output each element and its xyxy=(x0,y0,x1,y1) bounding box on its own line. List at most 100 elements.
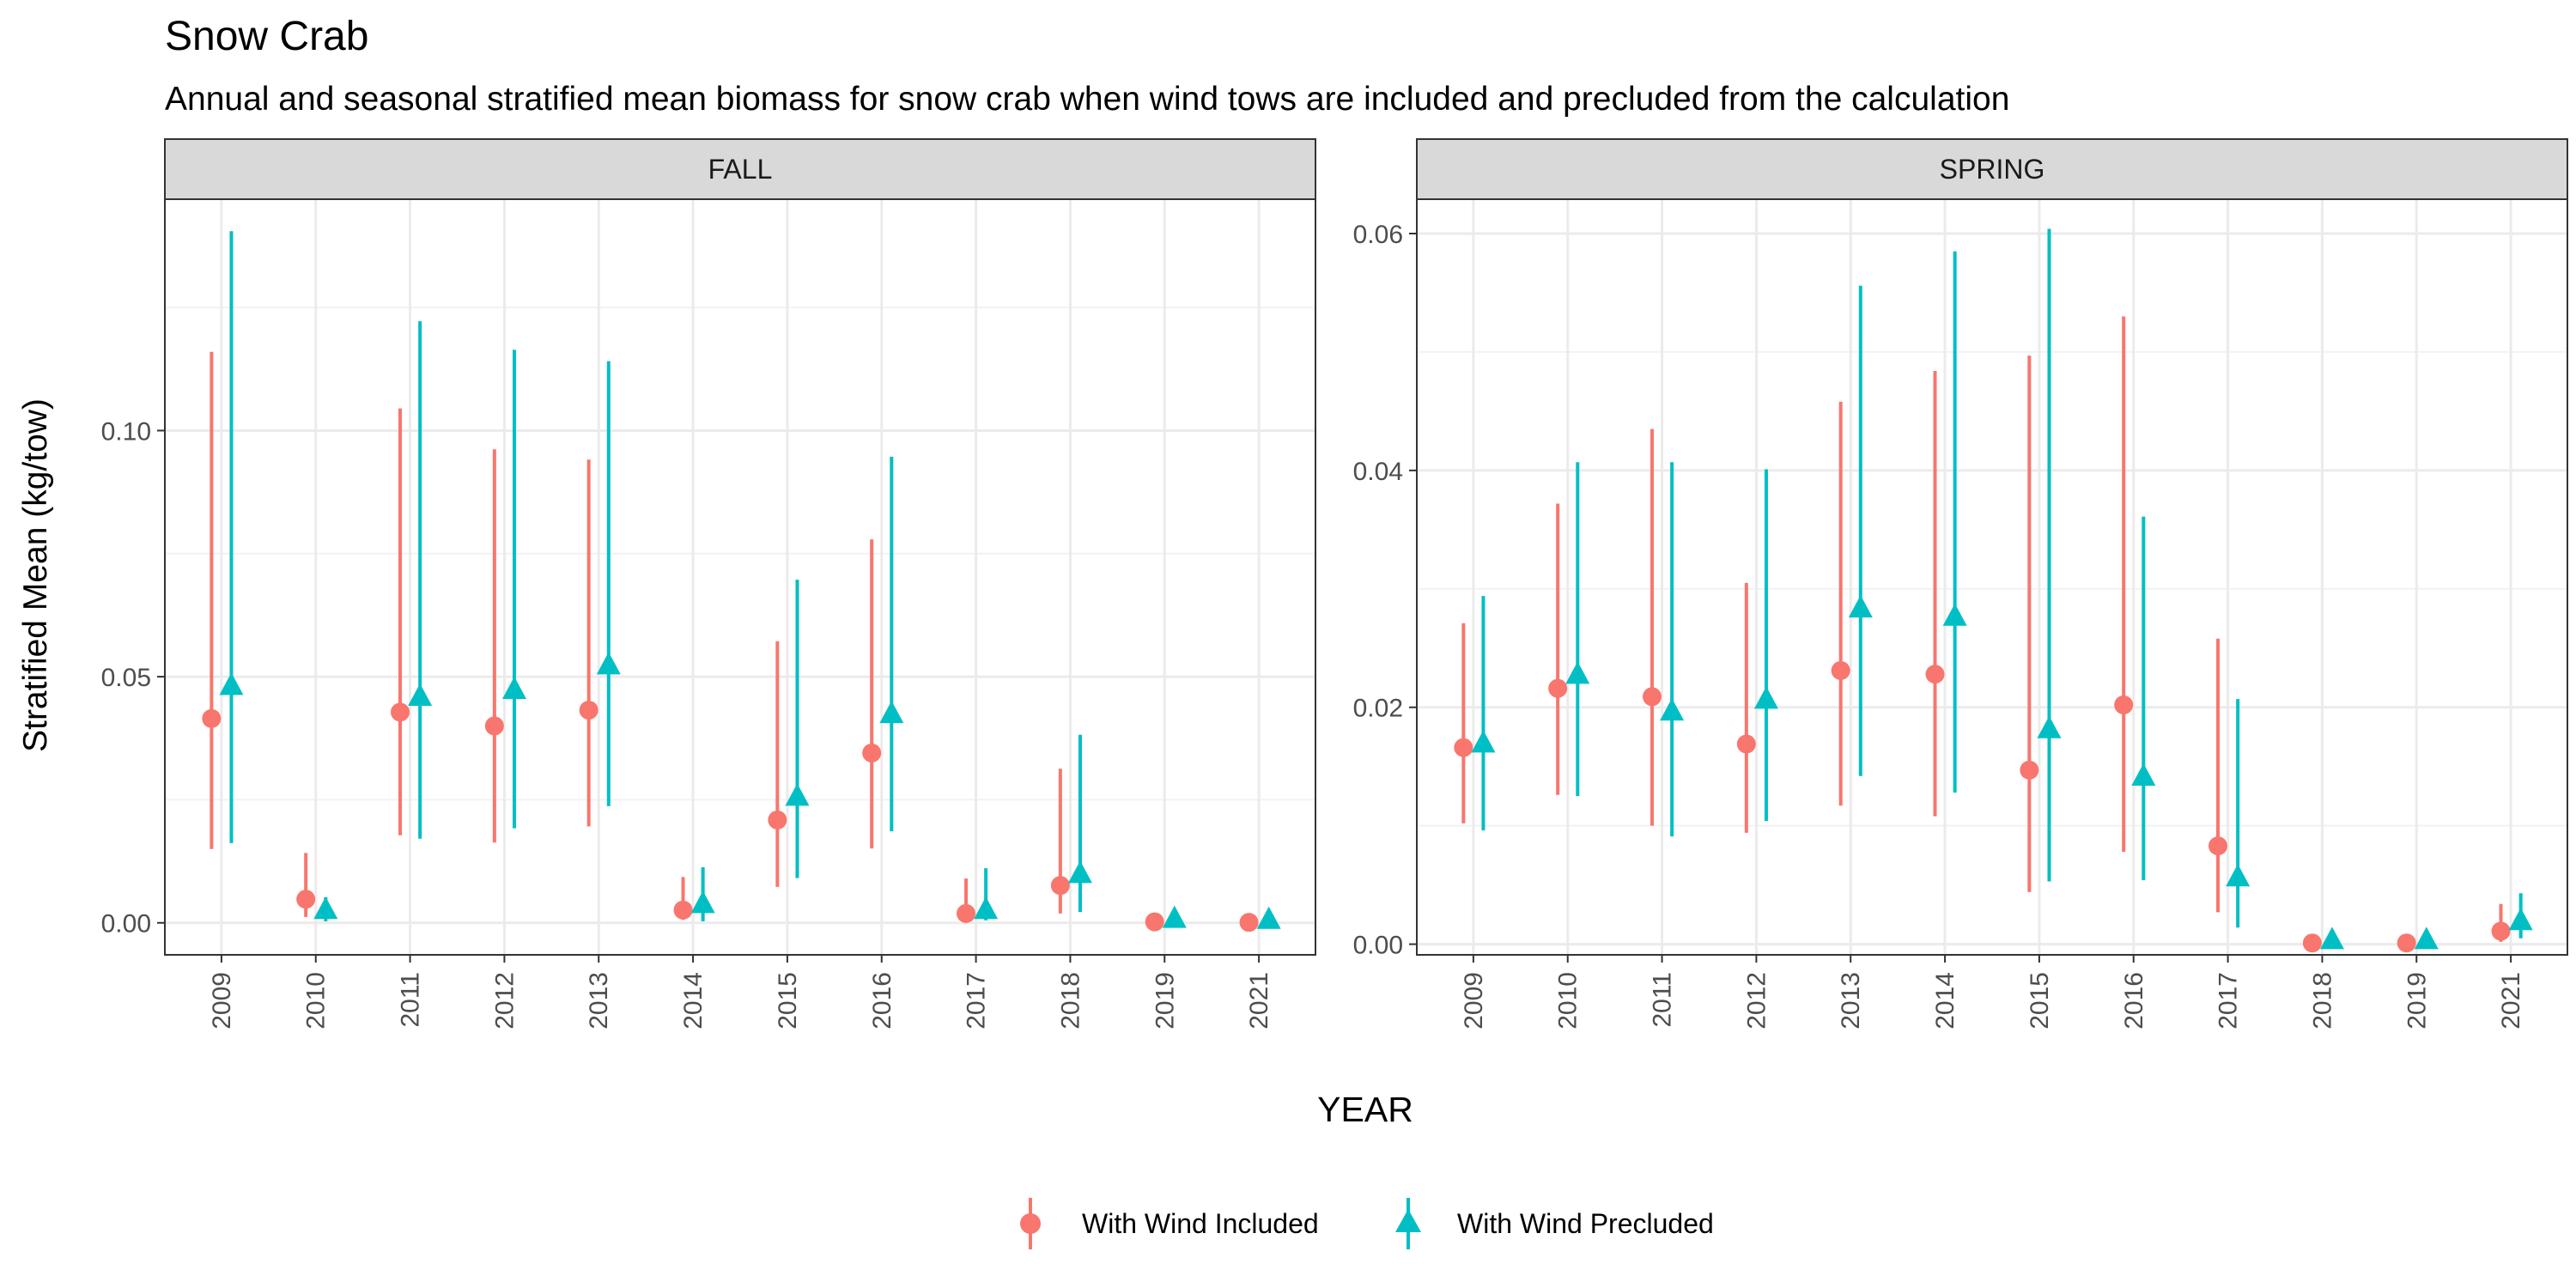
data-point xyxy=(1736,734,1756,754)
data-point xyxy=(2131,762,2156,786)
data-point xyxy=(296,890,316,909)
data-point xyxy=(1162,905,1187,928)
chart-subtitle: Annual and seasonal stratified mean biom… xyxy=(165,81,2009,118)
data-point xyxy=(1643,687,1662,707)
x-tick-label: 2015 xyxy=(774,972,802,1030)
data-point xyxy=(1925,665,1945,684)
x-tick-label: 2019 xyxy=(1151,972,1179,1030)
x-tick-label: 2016 xyxy=(868,972,896,1030)
x-tick-label: 2013 xyxy=(1837,972,1865,1030)
data-point xyxy=(219,672,244,696)
data-point xyxy=(1239,913,1259,933)
x-tick-label: 2018 xyxy=(2308,972,2336,1030)
x-tick-label: 2013 xyxy=(585,972,613,1030)
y-tick-label: 0.00 xyxy=(101,910,151,939)
data-point xyxy=(2226,864,2251,887)
legend-label: With Wind Included xyxy=(1082,1208,1319,1239)
panel-border xyxy=(164,198,1316,956)
facet-strip-label: FALL xyxy=(708,154,773,185)
data-point xyxy=(879,701,904,724)
y-tick-label: 0.00 xyxy=(1353,932,1403,960)
x-tick-label: 2015 xyxy=(2026,972,2054,1030)
x-tick-label: 2017 xyxy=(963,972,991,1030)
data-point xyxy=(1145,912,1164,932)
data-point xyxy=(673,900,693,920)
data-point xyxy=(1548,678,1568,698)
x-tick-label: 2011 xyxy=(397,972,425,1028)
x-tick-label: 2021 xyxy=(2497,972,2525,1030)
facet-strip xyxy=(1416,138,2568,200)
plot-background xyxy=(1417,199,2567,955)
data-point xyxy=(2319,927,2344,950)
data-point xyxy=(501,677,526,700)
x-tick-label: 2014 xyxy=(679,972,708,1030)
legend-label: With Wind Precluded xyxy=(1457,1208,1714,1239)
data-point xyxy=(2302,933,2322,953)
x-tick-label: 2009 xyxy=(1460,972,1488,1030)
data-point xyxy=(2397,933,2416,953)
x-tick-label: 2018 xyxy=(1056,972,1084,1030)
data-point xyxy=(1454,738,1473,757)
data-point xyxy=(202,708,222,728)
facet-panel-fall: FALL 0.00 0.05 0.10 2009 2010 2011 2012 2013 2014… xyxy=(101,138,1316,1030)
data-point xyxy=(2508,908,2533,931)
data-point xyxy=(579,701,598,720)
plot-background xyxy=(165,199,1315,955)
data-point xyxy=(596,652,621,675)
data-point xyxy=(2208,836,2228,856)
x-tick-label: 2010 xyxy=(302,972,331,1030)
data-point xyxy=(313,896,338,920)
data-point xyxy=(1848,595,1873,618)
data-point xyxy=(768,810,787,829)
legend-key-circle xyxy=(1020,1213,1041,1234)
data-point xyxy=(1067,860,1092,884)
y-tick-label: 0.04 xyxy=(1353,458,1403,486)
facet-strip-label: SPRING xyxy=(1940,154,2045,185)
y-tick-label: 0.06 xyxy=(1353,221,1403,249)
data-point xyxy=(2114,695,2134,714)
y-tick-label: 0.02 xyxy=(1353,695,1403,723)
x-tick-label: 2009 xyxy=(208,972,236,1030)
data-point xyxy=(974,896,999,920)
x-tick-label: 2017 xyxy=(2215,972,2243,1030)
x-tick-label: 2012 xyxy=(1742,972,1771,1030)
data-point xyxy=(957,903,976,923)
data-point xyxy=(1565,661,1590,684)
x-tick-label: 2016 xyxy=(2120,972,2148,1030)
legend-item: With Wind Included xyxy=(1020,1198,1319,1249)
data-point xyxy=(408,683,433,707)
data-point xyxy=(391,702,410,722)
y-tick-label: 0.05 xyxy=(101,664,151,692)
chart-title: Snow Crab xyxy=(165,14,368,59)
y-tick-label: 0.10 xyxy=(101,417,151,446)
data-point xyxy=(2020,760,2039,780)
x-tick-label: 2011 xyxy=(1649,972,1677,1028)
x-axis-label: YEAR xyxy=(1317,1090,1413,1129)
legend-key-triangle xyxy=(1395,1209,1421,1232)
facet-panel-spring: SPRING 0.00 0.02 0.04 0.06 2009 2010 2011 2012 20… xyxy=(1353,138,2568,1030)
data-point xyxy=(690,890,715,914)
data-point xyxy=(2491,921,2511,941)
data-point xyxy=(1471,730,1496,753)
data-point xyxy=(1942,603,1967,626)
data-point xyxy=(1050,876,1070,896)
legend-item: With Wind Precluded xyxy=(1395,1198,1714,1249)
y-axis-label: Stratified Mean (kg/tow) xyxy=(17,398,54,752)
panels-group: FALL 0.00 0.05 0.10 2009 2010 2011 2012 2013 2014… xyxy=(101,138,2568,1030)
data-point xyxy=(2414,927,2439,950)
data-point xyxy=(1256,906,1281,929)
data-point xyxy=(1753,686,1778,709)
facet-strip xyxy=(164,138,1316,200)
x-tick-label: 2021 xyxy=(1245,972,1273,1030)
x-tick-label: 2012 xyxy=(490,972,519,1030)
x-tick-label: 2019 xyxy=(2403,972,2431,1030)
x-tick-label: 2014 xyxy=(1931,972,1959,1030)
data-point xyxy=(785,783,810,806)
x-tick-label: 2010 xyxy=(1554,972,1583,1030)
data-point xyxy=(1831,660,1850,680)
legend: With Wind Included With Wind Precluded xyxy=(1020,1198,1714,1249)
data-point xyxy=(484,716,504,736)
panel-border xyxy=(1416,198,2568,956)
data-point xyxy=(2037,715,2062,738)
